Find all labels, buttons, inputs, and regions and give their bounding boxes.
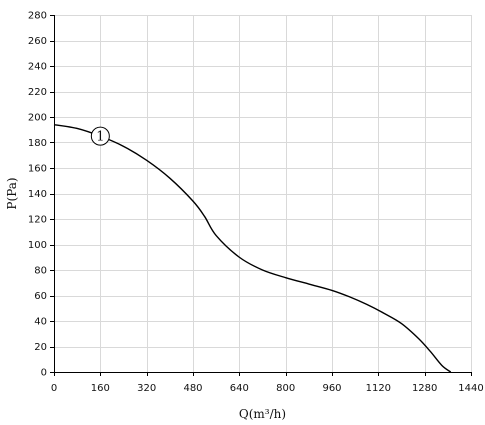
y-tick-label: 100	[28, 240, 47, 251]
x-axis-ticks: 0 160 320 480 640 800 960 1120 1280 1440	[51, 372, 484, 394]
y-tick-label: 260	[28, 36, 47, 47]
x-tick-label: 640	[230, 383, 249, 394]
series-group: 1	[53, 123, 452, 373]
y-tick-label: 180	[28, 138, 47, 149]
y-tick-label: 200	[28, 113, 47, 124]
grid	[54, 15, 472, 373]
y-tick-label: 40	[34, 317, 47, 328]
x-tick-label: 1440	[458, 383, 483, 394]
x-tick-label: 160	[91, 383, 110, 394]
y-tick-label: 0	[41, 368, 47, 379]
y-tick-label: 20	[34, 342, 47, 353]
curve-number-label: 1	[96, 130, 104, 145]
y-tick-label: 220	[28, 87, 47, 98]
x-tick-label: 0	[51, 383, 57, 394]
x-tick-label: 480	[183, 383, 202, 394]
y-axis-ticks: 0 20 40 60 80 100 120 140 160 180 200 220 240 260 280	[28, 11, 54, 379]
y-tick-label: 280	[28, 11, 47, 22]
curve-number-marker	[90, 126, 110, 146]
x-axis-title: Q(m³/h)	[239, 407, 286, 421]
y-tick-label: 80	[34, 266, 47, 277]
y-tick-label: 60	[34, 291, 47, 302]
y-axis-title: P(Pa)	[5, 177, 19, 209]
x-tick-label: 800	[276, 383, 295, 394]
axes	[54, 15, 471, 373]
x-tick-label: 1120	[366, 383, 391, 394]
series-line	[53, 123, 452, 373]
y-tick-label: 160	[28, 164, 47, 175]
y-tick-label: 240	[28, 62, 47, 73]
y-tick-label: 140	[28, 189, 47, 200]
x-tick-label: 320	[137, 383, 156, 394]
x-tick-label: 960	[322, 383, 341, 394]
x-tick-label: 1280	[412, 383, 437, 394]
y-tick-label: 120	[28, 215, 47, 226]
